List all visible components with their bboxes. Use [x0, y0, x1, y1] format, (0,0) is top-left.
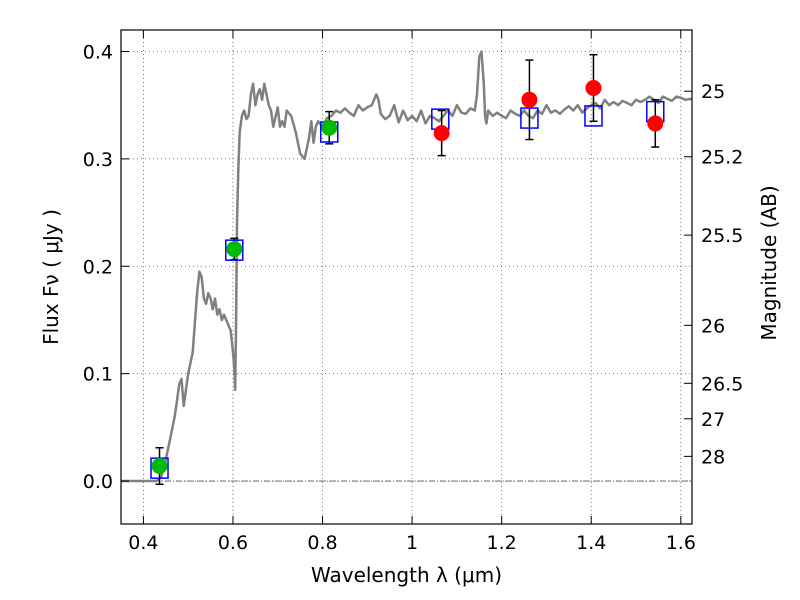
x-tick-label: 1.4 [576, 532, 606, 554]
x-axis-title: Wavelength λ (μm) [311, 563, 502, 587]
observed-point-red [585, 79, 602, 96]
y-tick-label: 0.1 [83, 364, 113, 386]
observed-point-green [321, 119, 338, 136]
x-tick-label: 1.2 [487, 532, 517, 554]
x-tick-label: 1 [406, 532, 418, 554]
observed-point-green [151, 458, 168, 475]
model-flux-box [520, 107, 539, 129]
x-tick-label: 0.4 [128, 532, 158, 554]
x-tick-label: 0.8 [307, 532, 337, 554]
grid [121, 30, 692, 524]
model-flux-box [584, 105, 603, 127]
y-tick-label: 0.0 [83, 471, 113, 493]
y-tick-label: 0.2 [83, 256, 113, 278]
magnitude-tick-label: 25 [701, 81, 725, 103]
magnitude-tick-label: 28 [701, 446, 725, 468]
y-axis-title: Flux Fν ( μJy ) [39, 209, 63, 345]
observed-point-red [521, 91, 538, 108]
x-tick-label: 0.6 [218, 532, 248, 554]
magnitude-tick-label: 26.5 [701, 373, 743, 395]
plot-frame [120, 29, 693, 525]
magnitude-tick-label: 27 [701, 409, 725, 431]
magnitude-tick-label: 25.5 [701, 225, 743, 247]
plot-area [121, 50, 692, 486]
observed-point-red [433, 125, 450, 142]
y-tick-label: 0.3 [83, 149, 113, 171]
observed-point-green [226, 241, 243, 258]
axis-ticks: 0.4 0.6 0.8 1 1.2 1.4 1.6 0.0 0.1 0.2 0.3 0.4 25 25.2… [83, 30, 743, 554]
magnitude-tick-label: 25.2 [701, 147, 743, 169]
spectrum-line [121, 50, 692, 483]
observed-point-red [647, 115, 664, 132]
x-tick-label: 1.6 [666, 532, 696, 554]
model-flux-box [225, 239, 244, 261]
magnitude-axis-title: Magnitude (AB) [757, 185, 781, 340]
y-tick-label: 0.4 [83, 41, 113, 63]
magnitude-tick-label: 26 [701, 315, 725, 337]
